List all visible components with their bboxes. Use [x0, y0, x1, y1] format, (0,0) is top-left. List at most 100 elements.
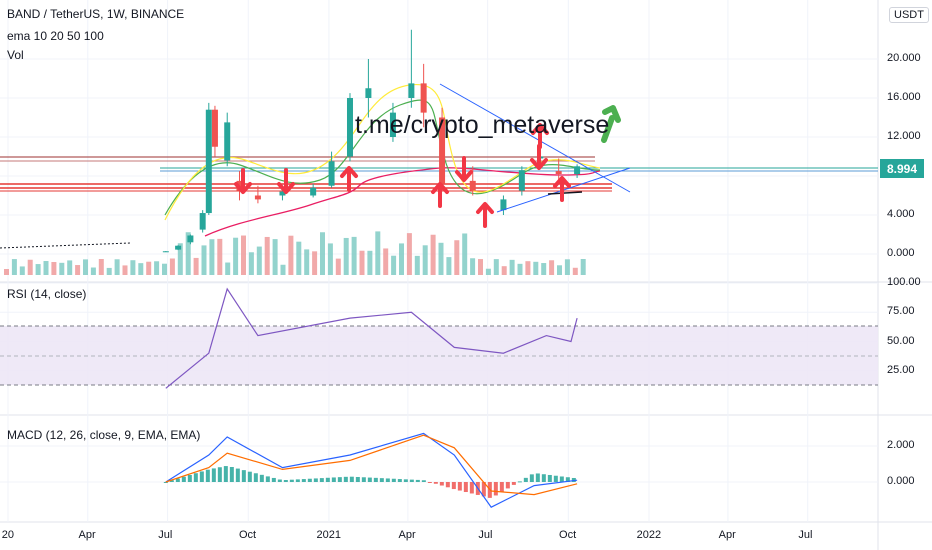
candles — [162, 29, 581, 253]
volume-bars — [4, 231, 586, 275]
volume-bar — [446, 257, 452, 275]
volume-bar — [98, 259, 104, 275]
volume-bar — [288, 235, 294, 275]
macd-plot — [163, 432, 578, 508]
macd-histogram-bar — [373, 477, 378, 482]
volume-bar — [580, 259, 586, 275]
macd-histogram-bar — [211, 468, 216, 482]
macd-histogram-bar — [295, 479, 300, 482]
rsi-tick-label: 100.00 — [887, 276, 921, 288]
macd-histogram-bar — [511, 482, 516, 485]
volume-bar — [130, 260, 136, 275]
volume-bar — [509, 259, 515, 275]
macd-histogram-bar — [517, 481, 522, 483]
candle-body — [211, 109, 218, 147]
arrow-head — [277, 182, 295, 194]
volume-bar — [59, 262, 65, 275]
candle-body — [346, 98, 353, 157]
volume-bar — [185, 232, 191, 275]
volume-bar — [399, 243, 404, 275]
macd-histogram-bar — [457, 482, 462, 491]
volume-bar — [162, 263, 167, 275]
macd-histogram-bar — [421, 480, 426, 482]
volume-bar — [233, 237, 239, 275]
volume-bar — [557, 265, 562, 275]
macd-histogram-bar — [223, 466, 228, 482]
macd-histogram-bar — [493, 482, 498, 496]
rsi-line — [165, 287, 578, 389]
macd-histogram-bar — [181, 476, 186, 482]
volume-bar — [35, 264, 41, 275]
currency-badge[interactable]: USDT — [889, 7, 929, 23]
macd-histogram-bar — [529, 474, 534, 482]
macd-histogram-bar — [331, 477, 336, 482]
candle-body — [279, 191, 286, 196]
macd-histogram-bar — [325, 477, 330, 482]
volume-bar — [193, 257, 199, 275]
macd-histogram-bar — [343, 476, 348, 482]
volume-bar — [43, 261, 49, 275]
macd-histogram-bar — [271, 477, 276, 482]
macd-histogram-bar — [175, 478, 180, 482]
volume-bar — [169, 258, 175, 275]
macd-histogram-bar — [319, 478, 324, 482]
volume-bar — [138, 263, 144, 275]
macd-histogram-bar — [289, 479, 294, 482]
macd-histogram-bar — [439, 482, 444, 486]
arrow-head — [431, 182, 449, 194]
arrow-head — [476, 202, 494, 214]
candle-body — [439, 117, 446, 184]
price-tick-label: 4.000 — [887, 208, 915, 220]
time-tick-label: Jul — [478, 529, 493, 541]
ema-legend: ema 10 20 50 100 — [7, 29, 104, 43]
volume-bar — [493, 259, 499, 275]
rsi-tick-label: 50.00 — [887, 334, 915, 347]
volume-bar — [83, 259, 88, 275]
arrow-head — [553, 176, 571, 188]
volume-bar — [225, 262, 231, 275]
candle-body — [420, 83, 427, 113]
volume-bar — [51, 262, 57, 275]
volume-bar — [19, 266, 25, 275]
arrow-head — [531, 123, 549, 135]
macd-histogram-bar — [283, 480, 288, 482]
volume-bar — [327, 243, 333, 275]
time-tick-label: 2021 — [316, 529, 342, 541]
macd-histogram-bar — [541, 474, 546, 482]
time-tick-label: 2022 — [636, 529, 662, 541]
macd-histogram-bar — [385, 478, 390, 482]
time-tick-label: Apr — [78, 529, 96, 541]
macd-title: MACD (12, 26, close, 9, EMA, EMA) — [7, 428, 201, 442]
volume-bar — [4, 269, 9, 275]
candle-body — [469, 180, 476, 191]
volume-bar — [67, 260, 73, 275]
volume-bar — [146, 261, 152, 275]
volume-bar — [241, 235, 246, 275]
macd-histogram-bar — [559, 476, 564, 482]
last-price-tag: 8.994 — [880, 159, 924, 178]
candle-body — [500, 199, 507, 211]
signal-line — [165, 434, 578, 496]
macd-tick-label: 0.000 — [887, 475, 915, 487]
macd-histogram-bar — [229, 467, 234, 482]
volume-bar — [122, 265, 128, 275]
symbol-title: BAND / TetherUS, 1W, BINANCE — [7, 7, 185, 21]
volume-bar — [438, 242, 444, 275]
macd-histogram-bar — [355, 476, 360, 482]
macd-histogram-bar — [523, 477, 528, 482]
volume-bar — [90, 267, 96, 275]
volume-bar — [422, 245, 428, 275]
volume-bar — [272, 239, 278, 275]
volume-bar — [320, 232, 325, 275]
volume-bar — [154, 261, 160, 275]
volume-bar — [375, 231, 381, 275]
arrow-head — [234, 182, 252, 194]
macd-histogram-bar — [463, 482, 468, 493]
volume-bar — [75, 265, 81, 275]
candle-body — [328, 161, 335, 186]
volume-bar — [359, 250, 365, 275]
macd-histogram-bar — [547, 474, 552, 482]
volume-bar — [114, 259, 120, 275]
price-tick-label: 12.000 — [887, 130, 921, 142]
macd-histogram-bar — [505, 482, 510, 489]
